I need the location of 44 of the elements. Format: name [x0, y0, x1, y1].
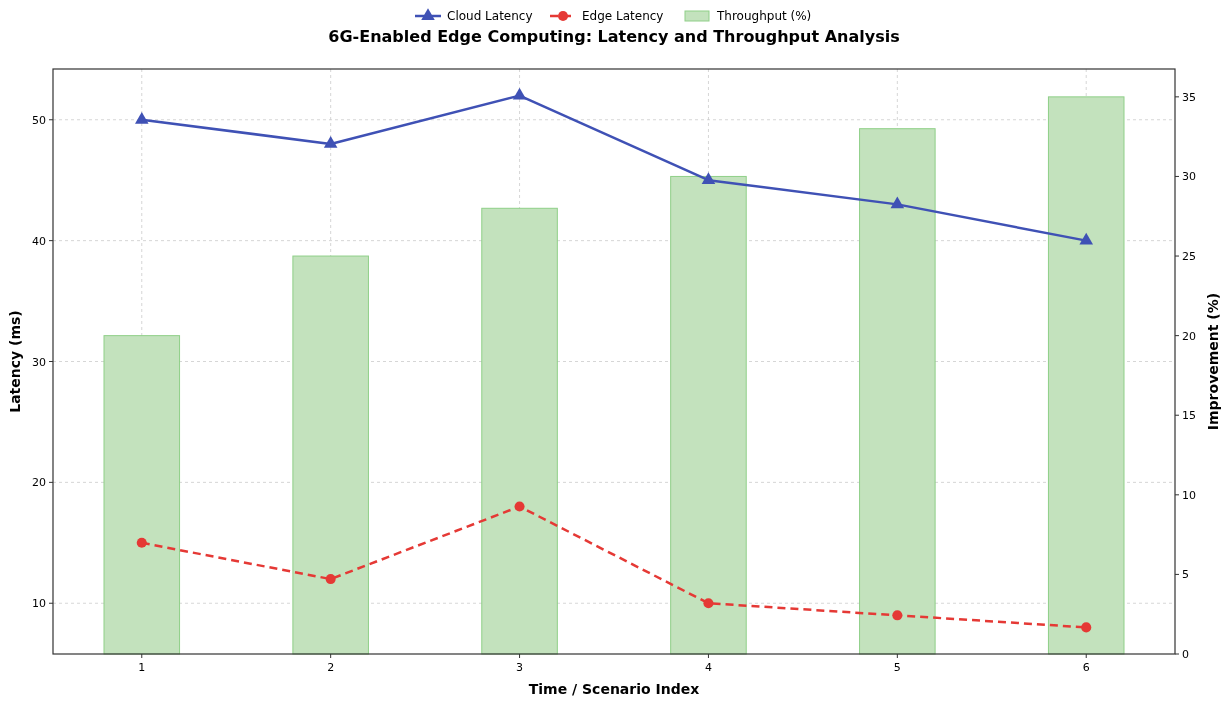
point	[512, 87, 527, 100]
chart-title: 6G-Enabled Edge Computing: Latency and Throughput Analysis	[328, 27, 900, 46]
x-tick-label: 2	[327, 661, 335, 674]
point	[323, 136, 338, 148]
x-tick-label: 6	[1082, 661, 1090, 674]
y2-tick-label: 20	[1182, 329, 1196, 343]
point	[134, 111, 149, 124]
point	[703, 598, 714, 609]
point	[701, 172, 716, 185]
y2-tick-label: 30	[1182, 170, 1196, 184]
x-axis-title: Time / Scenario Index	[528, 681, 700, 697]
legend-label: Edge Latency	[582, 9, 664, 23]
y2-axis-title: Improvement (%)	[1205, 292, 1221, 431]
point	[1079, 232, 1094, 245]
bar	[103, 335, 181, 655]
x-tick-label: 4	[704, 661, 712, 674]
bar	[1047, 96, 1125, 655]
point	[890, 196, 905, 209]
y2-tick-label: 5	[1182, 568, 1189, 582]
bar	[859, 128, 936, 655]
bar	[670, 175, 747, 655]
x-tick-label: 3	[516, 661, 524, 674]
y2-tick-label: 35	[1182, 90, 1196, 104]
bar	[292, 255, 369, 655]
y-axis-title: Latency (ms)	[7, 310, 23, 413]
legend-label: Cloud Latency	[447, 9, 533, 23]
y-tick-label: 40	[32, 234, 46, 248]
y2-tick-label: 25	[1182, 250, 1196, 264]
y2-tick-label: 0	[1182, 648, 1189, 661]
y-tick-label: 30	[32, 355, 46, 369]
point	[325, 574, 336, 585]
point	[1081, 622, 1092, 633]
x-tick-label: 5	[893, 661, 901, 674]
point	[892, 610, 903, 621]
y2-tick-label: 10	[1182, 488, 1196, 502]
point	[136, 537, 147, 548]
x-tick-label: 1	[138, 661, 146, 674]
bar	[481, 207, 558, 655]
y-tick-label: 20	[32, 476, 46, 490]
y-tick-label: 10	[32, 597, 46, 611]
y-tick-label: 50	[32, 113, 46, 127]
y2-tick-label: 15	[1182, 409, 1196, 423]
point	[514, 501, 525, 512]
legend-label: Throughput (%)	[716, 9, 812, 23]
